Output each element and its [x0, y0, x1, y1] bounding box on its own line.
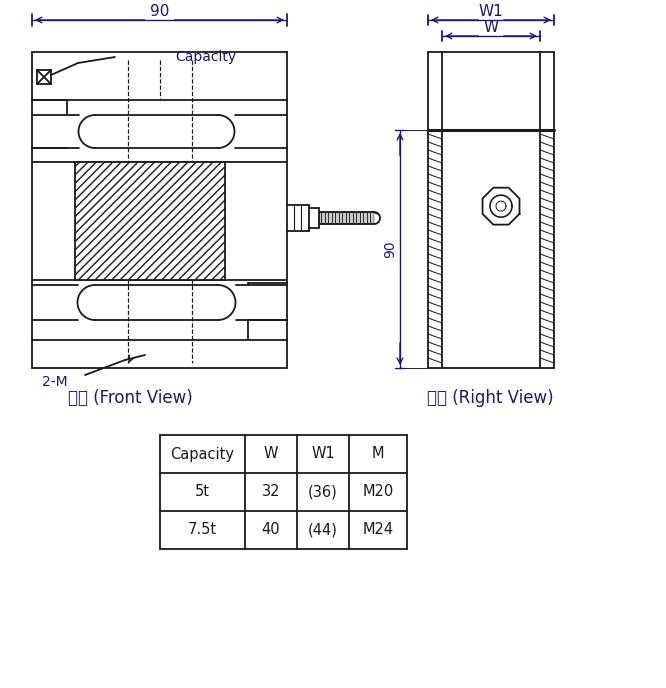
Text: Capacity: Capacity	[170, 447, 234, 462]
Text: W1: W1	[479, 3, 503, 19]
Text: W: W	[484, 19, 499, 34]
Polygon shape	[319, 212, 374, 224]
Text: 5t: 5t	[195, 484, 210, 499]
Text: 90: 90	[150, 3, 169, 19]
Text: Capacity: Capacity	[175, 50, 236, 64]
Text: W1: W1	[311, 447, 335, 462]
Text: 32: 32	[262, 484, 280, 499]
Text: 7.5t: 7.5t	[188, 522, 217, 537]
Text: M: M	[372, 447, 384, 462]
Text: 2-M: 2-M	[42, 375, 68, 389]
Text: W: W	[264, 447, 278, 462]
Text: (44): (44)	[308, 522, 338, 537]
Text: 90: 90	[383, 240, 397, 258]
Text: M24: M24	[362, 522, 394, 537]
Polygon shape	[75, 162, 225, 280]
Text: 主视 (Front View): 主视 (Front View)	[68, 389, 192, 407]
Text: 右视 (Right View): 右视 (Right View)	[427, 389, 553, 407]
Text: 40: 40	[262, 522, 280, 537]
Text: M20: M20	[362, 484, 394, 499]
Text: (36): (36)	[308, 484, 338, 499]
